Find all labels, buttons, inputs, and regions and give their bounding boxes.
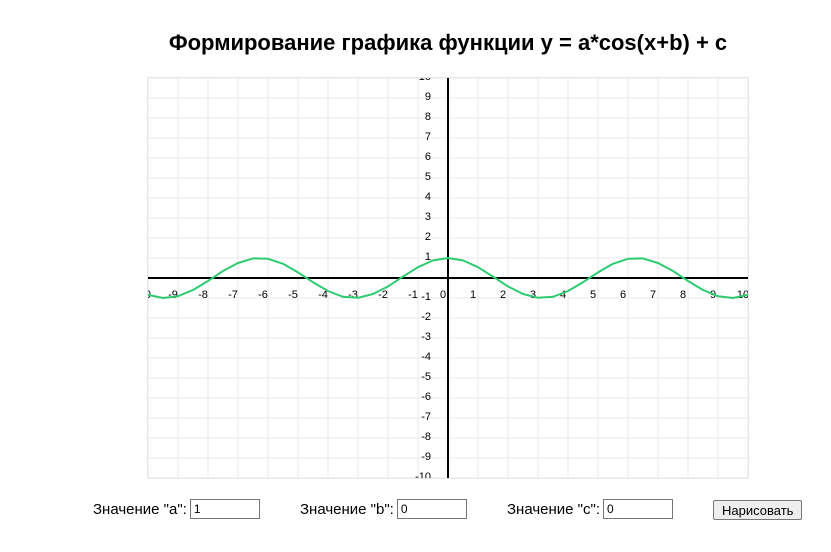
x-tick-label: -1 xyxy=(408,289,418,301)
x-tick-label: -7 xyxy=(228,289,238,301)
y-tick-label: -4 xyxy=(421,351,431,363)
x-tick-label: -4 xyxy=(318,289,328,301)
plot: -10 -9 -8 -7 -6 -5 -4 -3 -2 -1 0 1 2 3 4 5 6 7 8 9 10-10-9-8… xyxy=(148,71,749,483)
y-tick-label: -8 xyxy=(421,431,431,443)
x-tick-label: -6 xyxy=(258,289,268,301)
y-tick-label: 6 xyxy=(425,151,431,163)
chart: -10 -9 -8 -7 -6 -5 -4 -3 -2 -1 0 1 2 3 4 5 6 7 8 9 10-10-9-8… xyxy=(147,71,749,483)
y-tick-label: -7 xyxy=(421,411,431,423)
y-tick-label: 5 xyxy=(425,171,431,183)
y-tick-label: -6 xyxy=(421,391,431,403)
x-tick-label: 8 xyxy=(680,289,686,301)
y-tick-label: 2 xyxy=(425,231,431,243)
x-tick-label: 3 xyxy=(530,289,536,301)
page-title: Формирование графика функции y = a*cos(x… xyxy=(168,30,728,55)
x-tick-label: 2 xyxy=(500,289,506,301)
y-tick-label: 10 xyxy=(419,71,431,83)
x-tick-label: 5 xyxy=(590,289,596,301)
x-tick-label: 4 xyxy=(560,289,566,301)
field-a: Значение "a": xyxy=(93,499,260,519)
label: Значение "a": xyxy=(93,500,187,518)
x-tick-label: 10 xyxy=(737,289,749,301)
x-tick-label: -9 xyxy=(168,289,178,301)
y-tick-label: 3 xyxy=(425,211,431,223)
field-b: Значение "b": xyxy=(300,499,467,519)
x-tick-label: 1 xyxy=(470,289,476,301)
input-a[interactable] xyxy=(189,499,260,519)
curve xyxy=(148,257,748,299)
label: Значение "b": xyxy=(300,500,394,518)
y-tick-label: -9 xyxy=(421,451,431,463)
x-tick-label: -2 xyxy=(378,289,388,301)
input-c[interactable] xyxy=(603,499,674,519)
y-tick-label: -5 xyxy=(421,371,431,383)
x-tick-label: 6 xyxy=(620,289,626,301)
x-tick-label: -8 xyxy=(198,289,208,301)
input-b[interactable] xyxy=(396,499,467,519)
y-tick-label: -1 xyxy=(421,291,431,303)
x-tick-label: 0 xyxy=(440,289,446,301)
field-c: Значение "c": xyxy=(507,499,674,519)
draw-button[interactable]: Нарисовать xyxy=(713,500,803,520)
y-tick-label: -10 xyxy=(415,471,431,483)
y-tick-label: -2 xyxy=(421,311,431,323)
x-tick-label: -3 xyxy=(348,289,358,301)
x-tick-label: -5 xyxy=(288,289,298,301)
y-tick-label: 9 xyxy=(425,91,431,103)
y-tick-label: 1 xyxy=(425,251,431,263)
y-tick-label: 7 xyxy=(425,131,431,143)
y-tick-label: -3 xyxy=(421,331,431,343)
x-tick-label: 7 xyxy=(650,289,656,301)
y-tick-label: 8 xyxy=(425,111,431,123)
y-tick-label: 4 xyxy=(425,191,431,203)
label: Значение "c": xyxy=(507,500,601,518)
